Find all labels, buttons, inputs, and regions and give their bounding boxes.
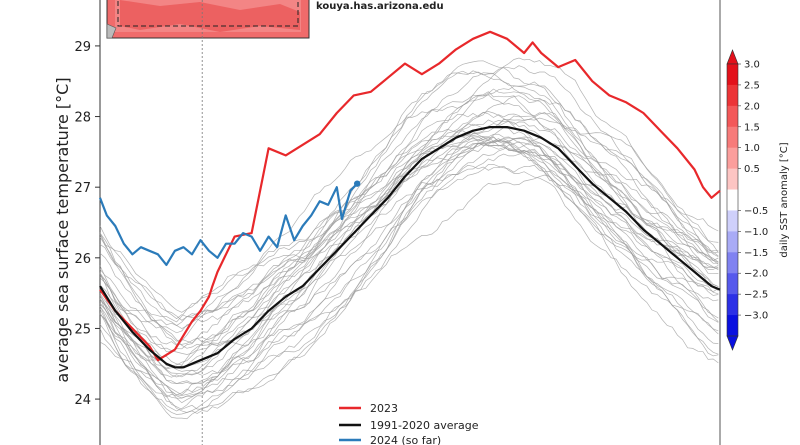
colorbar-segment (727, 273, 738, 295)
colorbar-bottom-arrow (726, 335, 739, 351)
historical-year-line (99, 91, 719, 346)
colorbar-segment (727, 168, 738, 191)
historical-year-line (99, 57, 719, 313)
historical-year-line (99, 142, 719, 399)
colorbar-frame (726, 63, 739, 337)
historical-year-line (99, 120, 719, 366)
y-axis-ticks: 24 25 26 27 28 29 (74, 40, 100, 408)
historical-year-line (99, 88, 719, 346)
y-tick-label: 28 (74, 111, 91, 126)
colorbar-segment (727, 231, 738, 253)
y-tick-label: 26 (74, 252, 91, 267)
colorbar-tick-label: −1.0 (744, 227, 768, 238)
colorbar-tick-label: 2.0 (744, 101, 760, 112)
historical-year-line (99, 127, 719, 384)
historical-year-line (99, 94, 719, 376)
colorbar-tick-label: −0.5 (744, 206, 768, 217)
colorbar-title: daily SST anomaly [°C] (779, 142, 790, 257)
series-2023-line (99, 30, 721, 362)
colorbar-segment (727, 126, 738, 149)
historical-year-line (99, 95, 719, 334)
colorbar-segment (727, 84, 738, 107)
colorbar-tick-label: −3.0 (744, 311, 768, 322)
y-tick-label: 24 (74, 393, 91, 408)
colorbar-segment (727, 315, 738, 337)
legend: 2023 1991-2020 average 2024 (so far) (333, 398, 479, 445)
colorbar-tick-label: 2.5 (744, 80, 760, 91)
colorbar-tick-label: −2.0 (744, 269, 768, 280)
historical-year-line (99, 81, 719, 320)
colorbar-segment (727, 189, 738, 211)
colorbar-tick-label: 1.0 (744, 143, 760, 154)
historical-year-line (99, 131, 719, 396)
inset-map (106, 0, 310, 39)
colorbar-segment (727, 64, 738, 86)
historical-year-line (99, 70, 719, 344)
colorbar-tick-label: 3.0 (744, 60, 760, 71)
series-average-line (99, 125, 721, 369)
credit-text: kouya.has.arizona.edu (316, 1, 444, 12)
y-axis-label: average sea surface temperature [°C] (53, 77, 72, 382)
historical-year-line (99, 142, 719, 378)
colorbar-segment (727, 147, 738, 170)
colorbar-tick-label: −2.5 (744, 290, 768, 301)
colorbar-tick-label: 1.5 (744, 122, 760, 133)
historical-year-line (99, 138, 719, 410)
anomaly-colorbar: 3.0 2.5 2.0 1.5 1.0 0.5 −0.5 −1.0 −1.5 −2.0 −2.5 −3… (726, 49, 768, 351)
historical-year-line (99, 112, 719, 323)
legend-label-2024: 2024 (so far) (370, 434, 441, 445)
colorbar-segment (727, 210, 738, 232)
historical-year-line (99, 128, 719, 396)
historical-year-line (99, 111, 719, 369)
historical-year-line (99, 60, 719, 349)
colorbar-tick-label: 0.5 (744, 164, 760, 175)
y-tick-label: 27 (74, 181, 91, 196)
historical-year-line (99, 136, 719, 385)
series-lines (98, 30, 721, 369)
colorbar-top-arrow (726, 49, 739, 65)
colorbar-tick-label: −1.5 (744, 248, 768, 259)
historical-year-line (99, 163, 719, 396)
series-2024-line (98, 182, 358, 266)
historical-year-line (99, 70, 719, 330)
colorbar-segment (727, 294, 738, 316)
colorbar-segment (727, 252, 738, 274)
historical-years-lines (99, 57, 719, 420)
legend-label-2023: 2023 (370, 402, 398, 415)
y-tick-label: 25 (74, 322, 91, 337)
legend-label-average: 1991-2020 average (370, 419, 479, 432)
y-tick-label: 29 (74, 40, 91, 55)
historical-year-line (99, 111, 719, 351)
series-2024-endpoint (353, 180, 361, 187)
colorbar-segment (727, 105, 738, 128)
historical-year-line (99, 65, 719, 321)
historical-year-line (99, 136, 719, 414)
historical-year-line (99, 136, 719, 420)
historical-year-line (99, 133, 719, 412)
